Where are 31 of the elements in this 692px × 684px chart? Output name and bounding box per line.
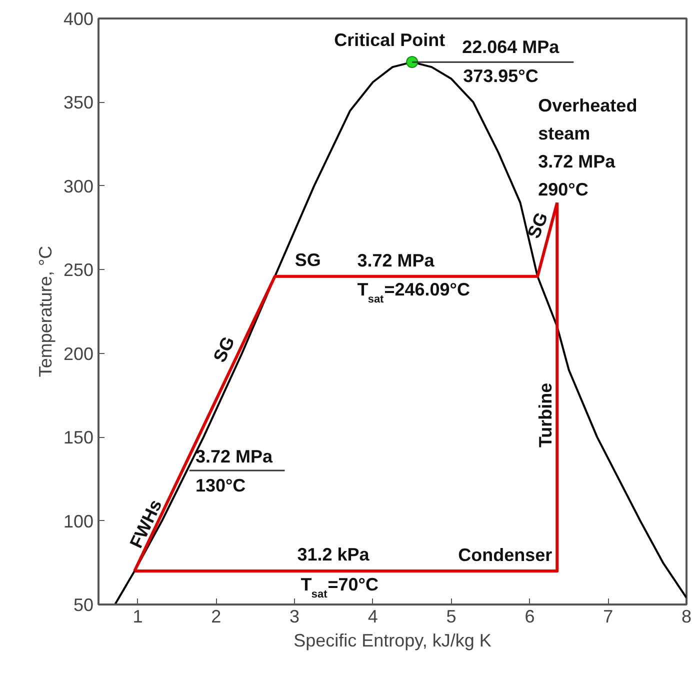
y-tick-label: 100 bbox=[63, 511, 94, 532]
annotation: SG bbox=[524, 210, 552, 242]
x-tick-label: 5 bbox=[446, 606, 456, 626]
y-tick-label: 200 bbox=[63, 344, 94, 364]
y-tick-label: 50 bbox=[73, 595, 94, 615]
annotation: 31.2 kPa bbox=[297, 544, 370, 565]
x-tick-label: 3 bbox=[289, 606, 300, 626]
x-tick-label: 7 bbox=[603, 606, 614, 626]
annotation: Turbine bbox=[535, 382, 556, 448]
x-tick-label: 8 bbox=[681, 606, 692, 626]
annotation: 3.72 MPa bbox=[195, 446, 274, 467]
annotation: SG bbox=[294, 250, 321, 270]
x-tick-label: 4 bbox=[368, 606, 378, 626]
x-axis-title: Specific Entropy, kJ/kg K bbox=[294, 630, 492, 650]
y-tick-label: 150 bbox=[63, 428, 94, 448]
y-axis-title: Temperature, °C bbox=[35, 246, 56, 378]
y-tick-label: 350 bbox=[63, 92, 94, 113]
y-tick-label: 300 bbox=[63, 176, 94, 196]
x-tick-label: 1 bbox=[132, 606, 143, 626]
y-tick-label: 250 bbox=[63, 260, 94, 280]
x-tick-label: 2 bbox=[211, 606, 222, 626]
annotation: Critical Point bbox=[334, 30, 446, 50]
annotation: Overheated steam 3.72 MPa 290°C bbox=[538, 96, 638, 200]
annotation: 22.064 MPa bbox=[462, 37, 560, 58]
annotation: 3.72 MPa bbox=[357, 250, 436, 270]
x-tick-label: 6 bbox=[524, 606, 535, 626]
y-tick-label: 400 bbox=[63, 9, 94, 29]
annotation: 373.95°C bbox=[463, 66, 538, 86]
annotation: Condenser bbox=[458, 545, 552, 566]
annotation: SG bbox=[209, 333, 239, 366]
annotation: 130°C bbox=[195, 476, 246, 496]
